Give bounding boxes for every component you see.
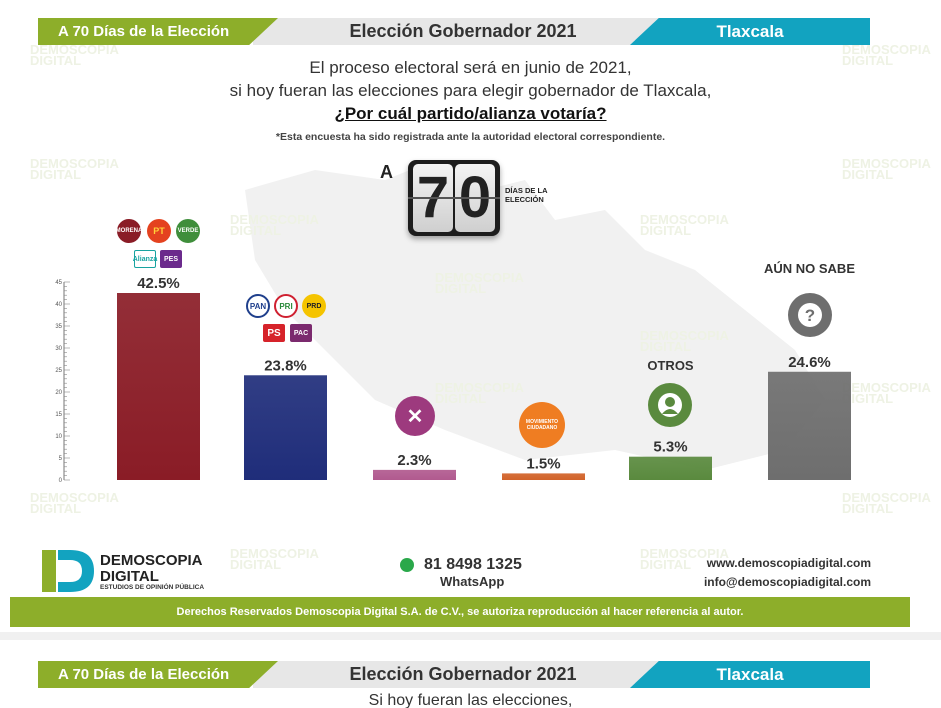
phone-number[interactable]: 81 8498 1325: [424, 556, 522, 573]
pt-logo-icon: PT: [147, 219, 171, 243]
countdown-prefix: A: [380, 162, 393, 182]
prd-logo-icon: PRD: [302, 294, 326, 318]
question-line-1: El proceso electoral será en junio de 20…: [309, 58, 632, 77]
question-mark-icon: ?: [788, 293, 832, 337]
next-slide-question: Si hoy fueran las elecciones,: [368, 692, 573, 708]
y-tick-label: 0: [59, 478, 63, 484]
y-tick-label: 45: [55, 280, 62, 286]
header-title: Elección Gobernador 2021: [253, 18, 673, 45]
brand-tagline: ESTUDIOS DE OPINIÓN PÚBLICA: [100, 584, 205, 591]
slide-separator: [0, 632, 941, 640]
bar: [629, 456, 712, 480]
pan-logo-icon: PAN: [246, 294, 270, 318]
bar-value-label: 5.3%: [653, 439, 687, 456]
bar-value-label: 1.5%: [526, 455, 560, 472]
whatsapp-icon: [400, 558, 414, 572]
question-line-3: ¿Por cuál partido/alianza votaría?: [334, 104, 607, 123]
verde-logo-icon: VERDE: [176, 219, 200, 243]
registration-note: *Esta encuesta ha sido registrada ante l…: [275, 131, 666, 143]
header-state-label: Tlaxcala: [630, 18, 870, 45]
website-link[interactable]: www.demoscopiadigital.com: [706, 556, 871, 570]
countdown-flip-clock: 7 0: [408, 160, 500, 236]
bar-value-label: 2.3%: [397, 452, 431, 469]
y-tick-label: 5: [59, 456, 63, 462]
svg-text:?: ?: [805, 306, 815, 325]
y-tick-label: 20: [55, 390, 62, 396]
bar-value-label: 23.8%: [264, 357, 307, 374]
question-line-2: si hoy fueran las elecciones para elegir…: [229, 81, 712, 100]
bar: [502, 473, 585, 480]
nueva-alianza-logo-icon: Alianza: [133, 250, 157, 268]
demoscopia-logo-icon: [42, 550, 94, 592]
brand-name: DEMOSCOPIA DIGITAL: [100, 552, 203, 585]
y-tick-label: 40: [55, 302, 62, 308]
category-label: OTROS: [647, 358, 694, 373]
bar-value-label: 24.6%: [788, 354, 831, 371]
y-tick-label: 35: [55, 324, 62, 330]
copyright-bar: Derechos Reservados Demoscopia Digital S…: [10, 597, 910, 627]
ps-logo-icon: PS: [263, 324, 285, 342]
next-header-state-label: Tlaxcala: [630, 661, 870, 688]
y-tick-label: 15: [55, 412, 62, 418]
y-tick-label: 25: [55, 368, 62, 374]
pac-logo-icon: PAC: [290, 324, 312, 342]
bar-value-label: 42.5%: [137, 275, 180, 292]
y-tick-label: 10: [55, 434, 62, 440]
flip-seam: [408, 197, 500, 199]
email-link[interactable]: info@demoscopiadigital.com: [703, 575, 871, 589]
movimiento-ciudadano-logo-icon: MOVIMIENTO CIUDADANO: [519, 402, 565, 448]
morena-logo-icon: MORENA: [116, 219, 142, 243]
countdown-label: DÍAS DE LA ELECCIÓN: [505, 186, 548, 204]
pri-logo-icon: PRI: [274, 294, 298, 318]
next-slide-header: Elección Gobernador 2021 A 70 Días de la…: [38, 661, 870, 688]
header-band: Elección Gobernador 2021 A 70 Días de la…: [38, 18, 870, 45]
pes-logo-icon: PES: [160, 250, 182, 268]
fxm-logo-icon: ✕: [395, 396, 435, 436]
bar: [117, 293, 200, 480]
next-header-title: Elección Gobernador 2021: [253, 661, 673, 688]
category-label: AÚN NO SABE: [764, 261, 855, 276]
user-icon: [648, 383, 692, 427]
y-tick-label: 30: [55, 346, 62, 352]
bar: [373, 469, 456, 480]
next-header-days-label: A 70 Días de la Elección: [38, 661, 278, 688]
whatsapp-label: WhatsApp: [440, 574, 505, 589]
bar: [244, 375, 327, 480]
bar: [768, 371, 851, 480]
header-days-label: A 70 Días de la Elección: [38, 18, 278, 45]
